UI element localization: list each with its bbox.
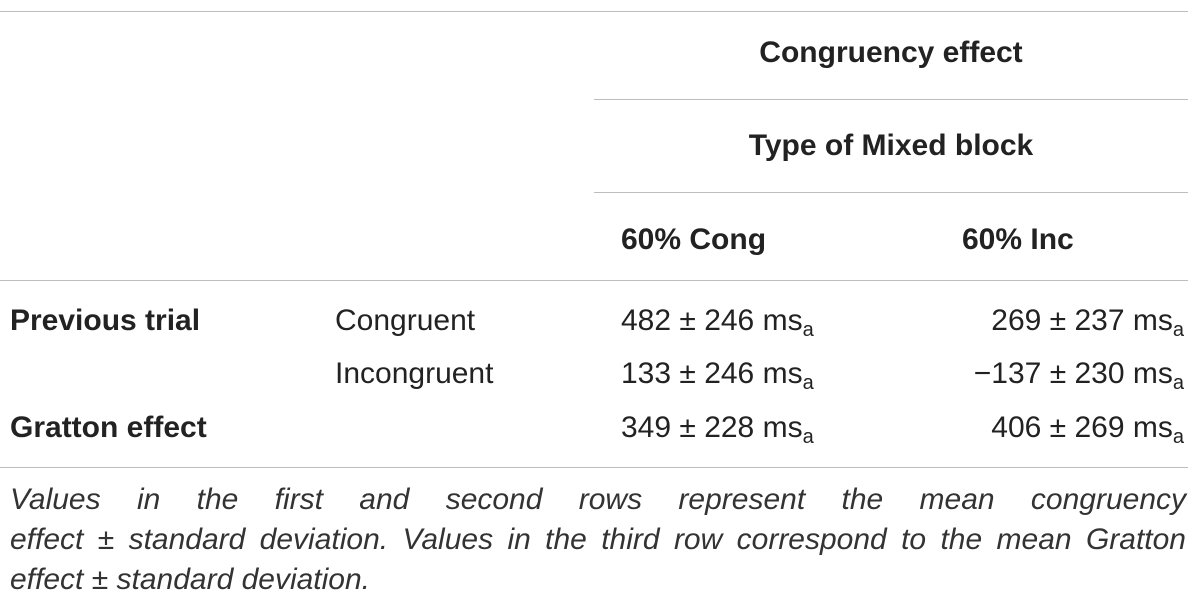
row-group-gratton-effect: Gratton effect: [10, 411, 207, 444]
caption-line: Values in the first and second rows repr…: [10, 483, 1186, 516]
cell-subscript: a: [802, 319, 814, 341]
header-congruency-effect: Congruency effect: [759, 36, 1023, 69]
table-caption: Values in the first and second rows repr…: [10, 480, 1186, 600]
cell-subscript: a: [1172, 319, 1184, 341]
table-cell: 349 ± 228 msa: [621, 410, 814, 448]
row-condition-incongruent: Incongruent: [335, 357, 494, 390]
cell-value: 482 ± 246 ms: [621, 304, 803, 337]
table-cell: −137 ± 230 msa: [973, 356, 1184, 394]
cell-subscript: a: [1172, 372, 1184, 394]
bottom-rule: [0, 467, 1188, 468]
cell-value: 406 ± 269 ms: [991, 411, 1173, 444]
caption-line: effect ± standard deviation.: [10, 563, 371, 596]
cell-value: 349 ± 228 ms: [621, 411, 803, 444]
header-type-of-mixed-block: Type of Mixed block: [748, 129, 1034, 162]
table-cell: 269 ± 237 msa: [991, 303, 1184, 341]
row-condition-congruent: Congruent: [335, 304, 476, 337]
cell-value: 133 ± 246 ms: [621, 357, 803, 390]
subgroup-header-rule: [594, 192, 1188, 193]
cell-value: 269 ± 237 ms: [991, 304, 1173, 337]
column-header-rule: [0, 280, 1188, 281]
table-cell: 482 ± 246 msa: [621, 303, 814, 341]
caption-line: effect ± standard deviation. Values in t…: [10, 523, 1186, 556]
cell-value: −137 ± 230 ms: [973, 357, 1173, 390]
cell-subscript: a: [802, 372, 814, 394]
column-header-60-inc: 60% Inc: [962, 223, 1074, 256]
cell-subscript: a: [1172, 426, 1184, 448]
group-header-rule: [594, 99, 1188, 100]
table-cell: 133 ± 246 msa: [621, 356, 814, 394]
table-cell: 406 ± 269 msa: [991, 410, 1184, 448]
row-group-previous-trial: Previous trial: [10, 304, 201, 337]
column-header-60-cong: 60% Cong: [621, 223, 767, 256]
top-rule: [0, 11, 1188, 12]
cell-subscript: a: [802, 426, 814, 448]
